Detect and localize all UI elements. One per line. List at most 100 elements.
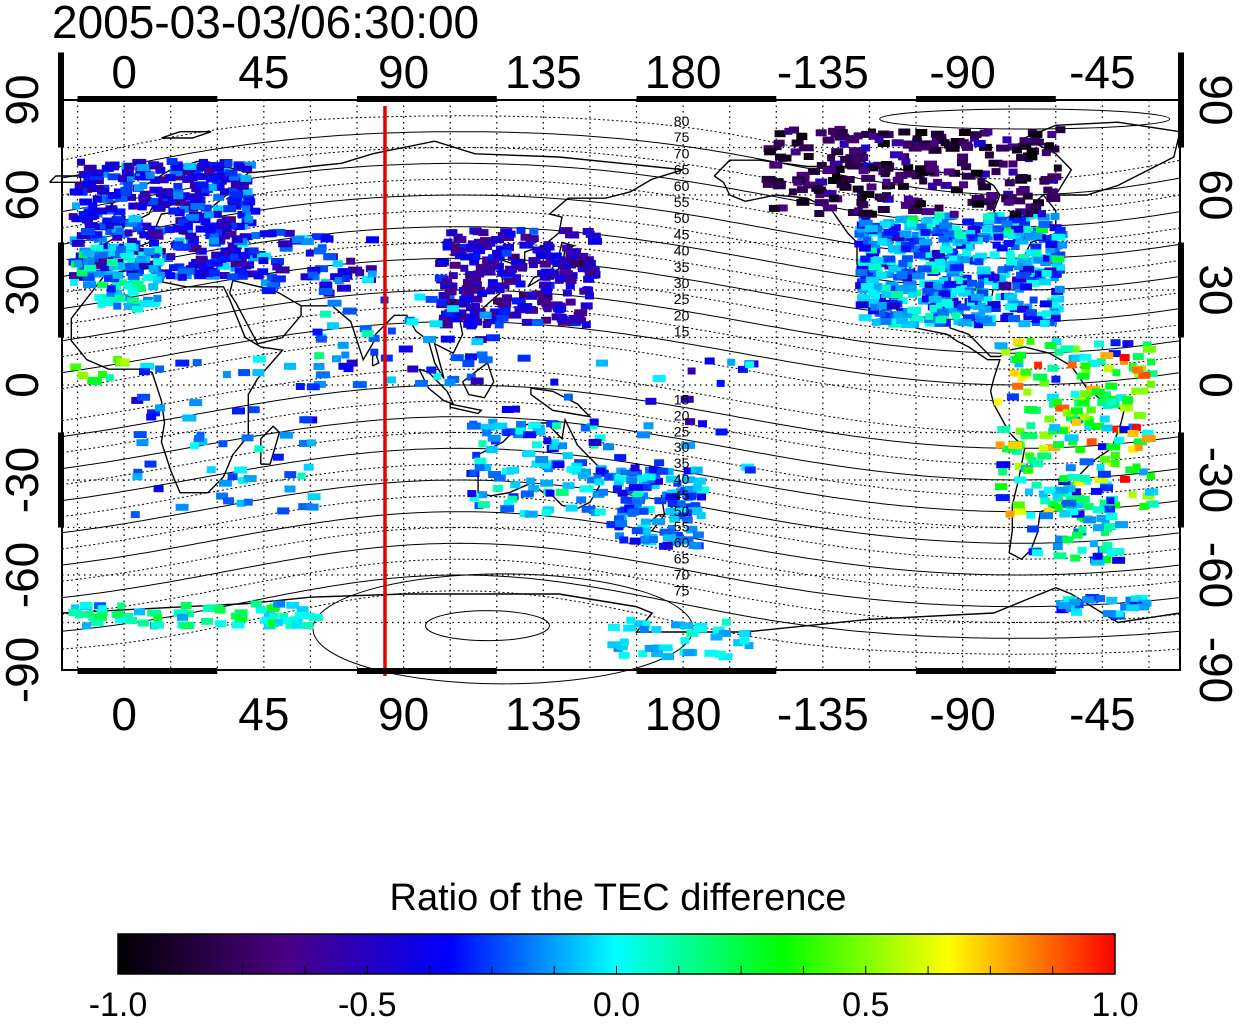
- tec-cell: [888, 245, 901, 253]
- tec-cell: [654, 497, 667, 505]
- tec-cell: [939, 222, 953, 230]
- tec-cell: [768, 204, 780, 212]
- tec-cell: [856, 225, 870, 233]
- timestamp-label: 2005-03-03/06:30:00: [52, 0, 479, 48]
- tec-cell: [1107, 549, 1116, 557]
- tec-cell: [604, 473, 614, 481]
- tec-cell: [565, 277, 577, 284]
- left-lat-tick-label: 0: [0, 372, 48, 398]
- tec-cell: [896, 271, 908, 279]
- tec-cell: [626, 616, 636, 624]
- tec-cell: [79, 602, 93, 609]
- tec-cell: [182, 414, 197, 422]
- tec-cell: [165, 174, 176, 182]
- tec-cell: [616, 643, 628, 651]
- tec-cell: [93, 235, 107, 243]
- tec-cell: [307, 271, 318, 279]
- tec-cell: [1078, 526, 1087, 534]
- tec-cell: [881, 284, 891, 292]
- tec-cell: [1025, 233, 1035, 241]
- right-lat-tick-label: 30: [1190, 264, 1240, 315]
- tec-cell: [673, 479, 682, 487]
- frame-band: [357, 668, 497, 674]
- tec-cell: [674, 531, 683, 539]
- tec-cell: [82, 180, 92, 188]
- tec-cell: [585, 230, 595, 238]
- tec-cell: [438, 314, 450, 322]
- map-panel: 8075706560555045403530252015152025303540…: [49, 52, 1184, 685]
- tec-cell: [132, 224, 142, 232]
- tec-cell: [517, 354, 531, 362]
- tec-cell: [227, 473, 238, 481]
- tec-cell: [1047, 131, 1057, 138]
- tec-cell: [1132, 353, 1144, 361]
- contour-line: [61, 384, 1181, 449]
- tec-cell: [565, 282, 575, 290]
- tec-cell: [1092, 552, 1103, 560]
- tec-cell: [996, 144, 1010, 152]
- tec-cell: [1099, 415, 1110, 423]
- tec-cell: [535, 456, 549, 463]
- tec-cell: [81, 249, 94, 257]
- tec-cell: [662, 534, 676, 542]
- tec-cell: [450, 354, 464, 362]
- tec-cell: [1106, 398, 1117, 406]
- tec-cell: [959, 181, 968, 189]
- tec-cell: [1039, 431, 1053, 439]
- tec-cell: [155, 365, 165, 373]
- tec-cell: [978, 305, 992, 313]
- left-lat-tick-label: 90: [0, 74, 48, 125]
- tec-cell: [71, 604, 80, 612]
- tec-cell: [998, 468, 1008, 476]
- tec-cell: [993, 233, 1004, 241]
- tec-cell: [481, 423, 496, 431]
- tec-cell: [983, 213, 994, 221]
- tec-cell: [977, 289, 989, 297]
- tec-cell: [716, 379, 725, 387]
- tec-cell: [1053, 164, 1062, 172]
- tec-cell: [107, 173, 121, 181]
- tec-cell: [483, 259, 494, 267]
- tec-cell: [550, 378, 559, 386]
- tec-cell: [675, 500, 686, 508]
- tec-cell: [1062, 409, 1075, 417]
- tec-cell: [798, 198, 809, 206]
- tec-cell: [222, 371, 231, 378]
- tec-cell: [556, 315, 568, 323]
- tec-cell: [261, 287, 276, 295]
- tec-cell: [1025, 488, 1033, 496]
- tec-cell: [950, 186, 963, 194]
- tec-cell: [497, 269, 507, 277]
- tec-cell: [665, 468, 674, 476]
- tec-cell: [440, 335, 455, 343]
- contour-line: [61, 289, 1181, 354]
- tec-cell: [126, 193, 136, 201]
- tec-cell: [1046, 195, 1061, 202]
- contour-line: [61, 558, 1181, 623]
- tec-cell: [1016, 271, 1031, 279]
- tec-cell: [134, 219, 143, 227]
- tec-cell: [337, 341, 349, 349]
- tec-cell: [513, 274, 521, 282]
- tec-cell: [337, 284, 351, 292]
- tec-cell: [620, 469, 635, 477]
- tec-cell: [907, 216, 919, 224]
- tec-cell: [845, 161, 857, 169]
- tec-cell: [1103, 365, 1114, 372]
- tec-cell: [473, 270, 485, 278]
- tec-cell: [312, 328, 323, 336]
- tec-cell: [214, 606, 226, 614]
- tec-cell: [1047, 188, 1058, 196]
- tec-cell: [97, 605, 107, 613]
- tec-cell: [892, 176, 904, 184]
- tec-cell: [481, 268, 496, 276]
- tec-cell: [472, 228, 482, 236]
- tec-cell: [667, 525, 676, 532]
- tec-cell: [125, 617, 137, 624]
- tec-cell: [235, 163, 245, 171]
- tec-cell: [1141, 435, 1156, 442]
- tec-cell: [1085, 419, 1095, 427]
- tec-cell: [93, 177, 104, 184]
- tec-cell: [243, 475, 257, 483]
